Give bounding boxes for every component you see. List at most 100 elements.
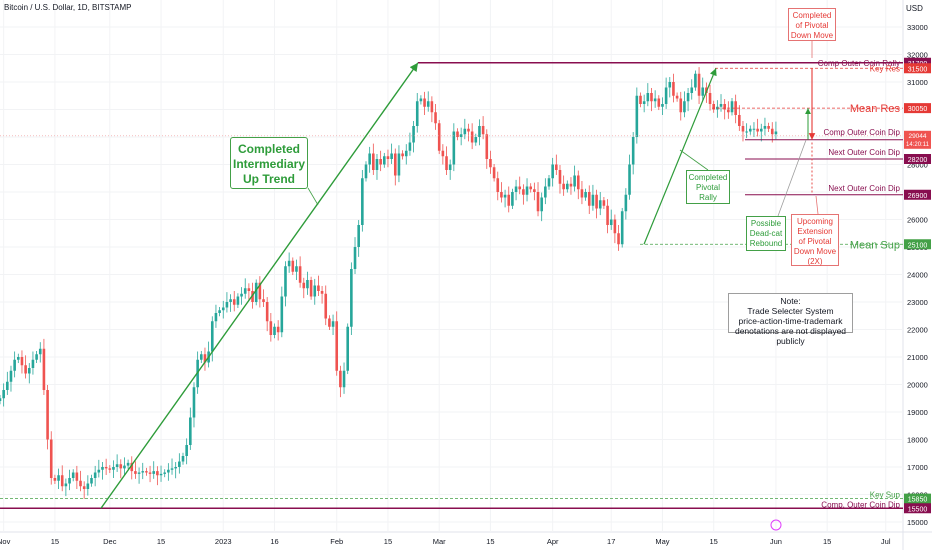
level-label: Comp Outer Coin Dip xyxy=(824,128,901,137)
candle-body xyxy=(390,153,393,159)
candle-body xyxy=(544,186,547,198)
candle-body xyxy=(229,299,232,302)
candle-body xyxy=(20,357,24,366)
chart-title: Bitcoin / U.S. Dollar, 1D, BITSTAMP xyxy=(4,3,132,12)
candle-body xyxy=(423,98,426,107)
candle-body xyxy=(467,128,470,132)
candle-body xyxy=(591,194,595,206)
candle-body xyxy=(664,87,668,104)
candle-body xyxy=(269,321,273,335)
candle-body xyxy=(221,307,225,311)
candle-body xyxy=(42,348,46,390)
candle-body xyxy=(463,128,467,135)
candle-body xyxy=(690,87,694,93)
candle-body xyxy=(134,471,137,474)
candle-body xyxy=(613,219,617,234)
candle-body xyxy=(562,183,565,190)
candle-body xyxy=(284,266,287,297)
candle-body xyxy=(27,368,31,374)
candle-body xyxy=(254,282,258,302)
candle-body xyxy=(200,354,203,360)
candle-body xyxy=(35,354,38,360)
candle-body xyxy=(672,82,675,96)
candle-body xyxy=(683,101,686,113)
candle-body xyxy=(163,472,166,474)
candle-body xyxy=(137,472,141,474)
candle-body xyxy=(752,128,756,130)
candle-body xyxy=(478,126,481,137)
candle-body xyxy=(298,266,302,283)
candle-body xyxy=(533,189,536,192)
price-tag-label: 15850 xyxy=(908,497,928,504)
candle-body xyxy=(386,156,390,159)
last-price-tag xyxy=(904,130,931,149)
candle-body xyxy=(668,82,672,88)
candle-body xyxy=(126,462,130,466)
candle-body xyxy=(558,170,562,184)
candle-body xyxy=(646,93,650,102)
candle-body xyxy=(767,126,770,129)
time-tick-label: Jul xyxy=(881,537,891,546)
candle-body xyxy=(738,115,741,126)
candle-body xyxy=(152,471,156,474)
last-price-value: 29044 xyxy=(908,133,926,140)
candle-body xyxy=(64,483,68,487)
candle-body xyxy=(159,473,163,476)
candle-body xyxy=(401,153,404,157)
candle-body xyxy=(434,112,437,124)
candle-body xyxy=(419,98,423,102)
candle-body xyxy=(57,475,60,481)
candle-body xyxy=(657,98,661,107)
time-tick-label: 15 xyxy=(384,537,392,546)
candle-body xyxy=(492,167,496,179)
candle-body xyxy=(496,178,500,192)
candle-body xyxy=(280,296,284,333)
candle-body xyxy=(426,101,430,107)
candle-body xyxy=(503,194,507,198)
candle-body xyxy=(723,104,726,110)
candle-body xyxy=(331,321,335,327)
candle-body xyxy=(148,472,152,474)
candle-body xyxy=(639,95,642,104)
candle-body xyxy=(24,365,27,374)
candle-body xyxy=(258,282,262,300)
candle-body xyxy=(247,288,251,291)
callout-pointer xyxy=(815,195,819,215)
candle-body xyxy=(189,417,192,445)
candle-body xyxy=(276,326,280,333)
candle-body xyxy=(749,128,752,132)
candle-body xyxy=(719,104,723,107)
candle-body xyxy=(445,156,448,170)
price-tag-label: 26900 xyxy=(908,193,928,200)
price-tick-label: 15000 xyxy=(907,518,928,527)
price-tick-label: 20000 xyxy=(907,381,928,390)
candle-body xyxy=(236,296,240,305)
price-tick-label: 33000 xyxy=(907,23,928,32)
time-tick-label: Jun xyxy=(770,537,782,546)
pivotal-down-callout: Completed of Pivotal Down Move xyxy=(788,8,836,41)
candle-body xyxy=(653,98,657,102)
time-axis: Nov 15 Dec 15 2023 16 Feb 15 Mar 15 Apr 17 May 15 Jun 1… xyxy=(0,537,891,546)
level-label: Mean Sup xyxy=(850,239,900,251)
candle-body xyxy=(727,109,730,113)
time-tick-label: Feb xyxy=(330,537,343,546)
candle-body xyxy=(536,192,540,212)
candle-body xyxy=(115,464,119,467)
candle-body xyxy=(295,266,298,272)
candle-body xyxy=(170,468,174,470)
candle-body xyxy=(459,134,463,137)
candle-body xyxy=(112,467,115,470)
candle-body xyxy=(697,73,701,96)
candle-body xyxy=(328,318,331,327)
intermediary-trend-arrow xyxy=(100,62,419,509)
time-tick-label: 2023 xyxy=(215,537,232,546)
candle-body xyxy=(448,164,452,170)
event-icon xyxy=(770,519,782,531)
candle-body xyxy=(598,200,602,209)
candle-body xyxy=(350,269,353,327)
candle-body xyxy=(346,326,349,371)
price-tick-label: 26000 xyxy=(907,216,928,225)
candle-body xyxy=(353,247,357,269)
candle-body xyxy=(606,205,609,225)
